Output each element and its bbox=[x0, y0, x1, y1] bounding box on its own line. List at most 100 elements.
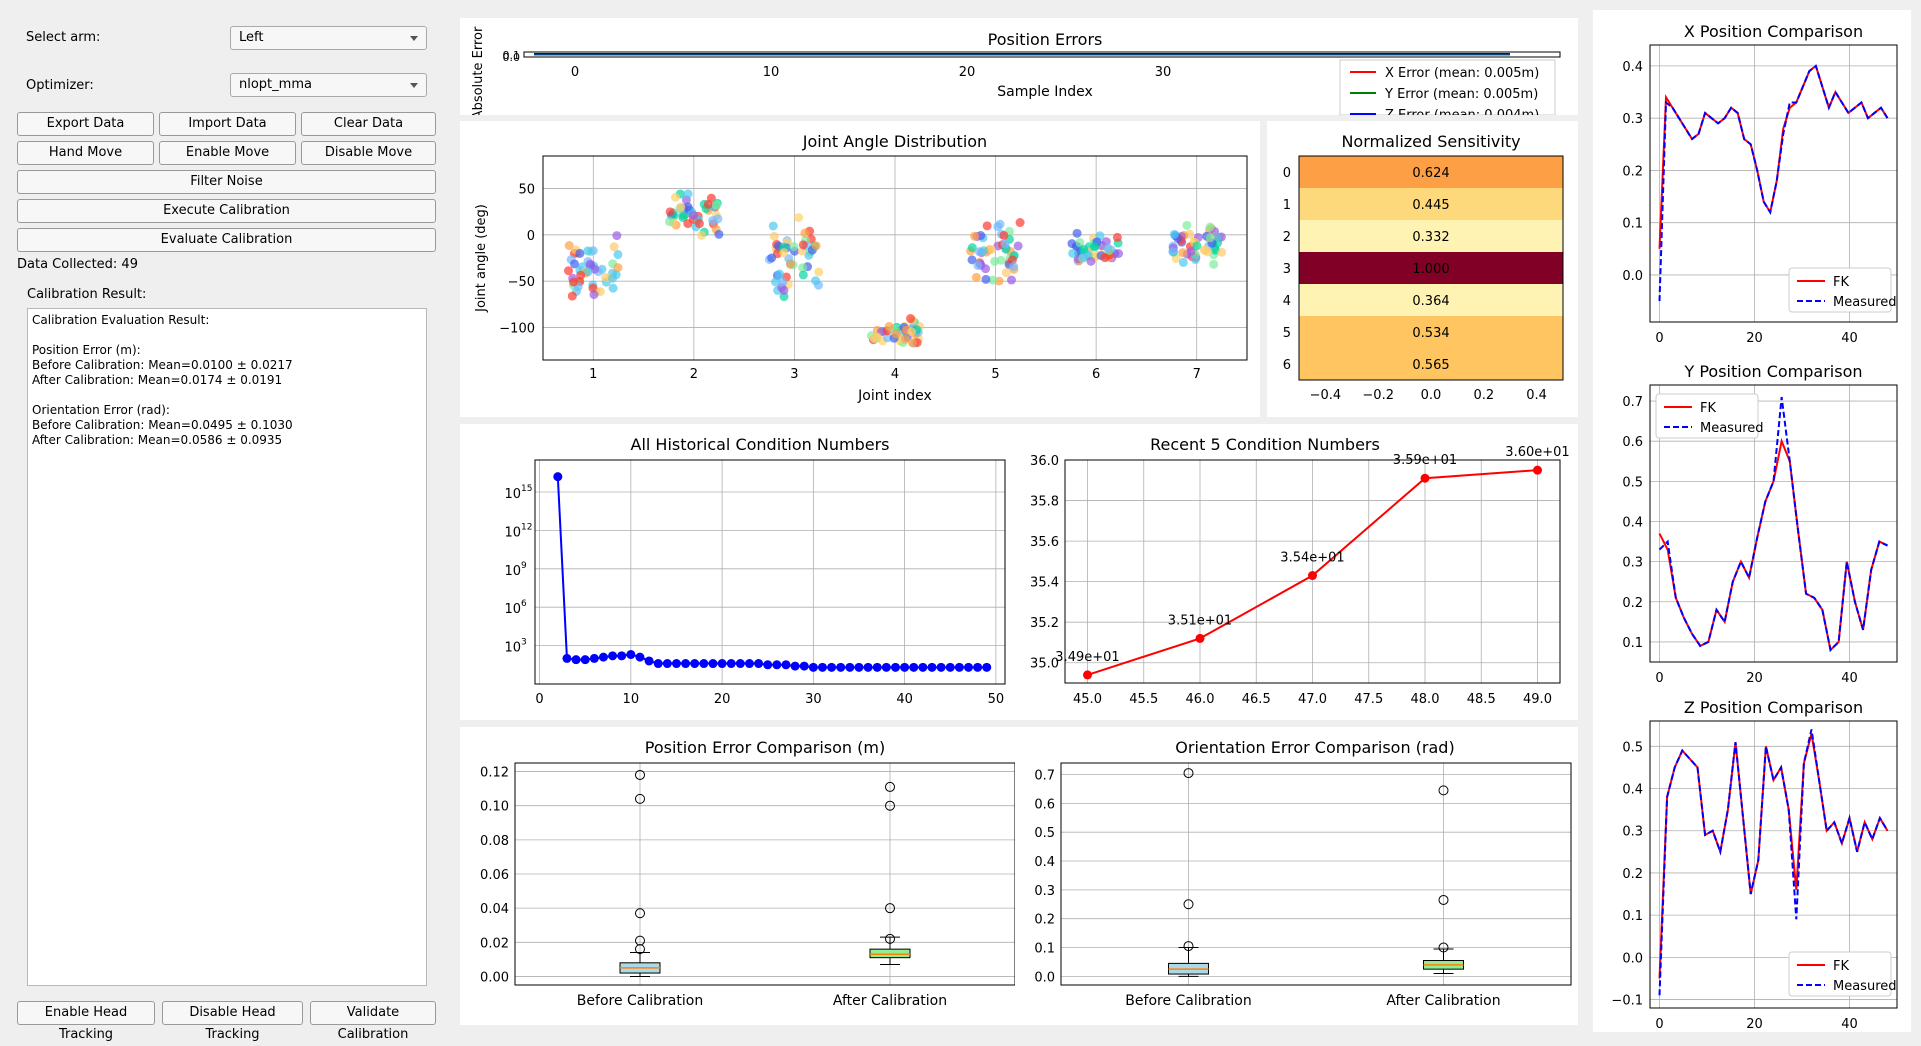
data-point bbox=[779, 285, 789, 295]
disable-move-button[interactable]: Disable Move bbox=[301, 141, 436, 165]
plot-frame bbox=[534, 459, 1006, 685]
data-point bbox=[798, 240, 808, 250]
data-point bbox=[891, 329, 901, 339]
plot-frame bbox=[1649, 44, 1898, 323]
result-line: Before Calibration: Mean=0.0100 ± 0.0217 bbox=[32, 358, 293, 372]
import-data-button[interactable]: Import Data bbox=[159, 112, 296, 136]
result-line: Before Calibration: Mean=0.0495 ± 0.1030 bbox=[32, 418, 293, 432]
y-tick-exponent: 3 bbox=[521, 638, 527, 648]
series-line bbox=[556, 476, 987, 669]
data-point bbox=[1083, 670, 1092, 680]
x-tick-label: 20 bbox=[714, 692, 731, 707]
x-tick-label: 30 bbox=[805, 692, 822, 707]
filter-noise-button[interactable]: Filter Noise bbox=[17, 170, 436, 194]
data-point bbox=[713, 214, 723, 224]
enable-head-tracking-button[interactable]: Enable Head Tracking bbox=[17, 1001, 155, 1042]
x-tick-label: 45.5 bbox=[1129, 692, 1158, 707]
export-data-button[interactable]: Export Data bbox=[17, 112, 154, 136]
y-tick-exponent: 6 bbox=[521, 599, 527, 609]
data-point bbox=[900, 334, 910, 344]
y-tick-label: 35.6 bbox=[1030, 535, 1059, 550]
data-point bbox=[626, 650, 636, 660]
x-tick-label: 47.0 bbox=[1298, 692, 1327, 707]
x-tick-label: Before Calibration bbox=[577, 993, 703, 1009]
result-line: After Calibration: Mean=0.0586 ± 0.0935 bbox=[32, 433, 283, 447]
joint-angle-panel: Joint Angle Distribution 1 2 3 4 5 6 7 50 0 −50 −10… bbox=[460, 121, 1260, 417]
disable-head-tracking-button[interactable]: Disable Head Tracking bbox=[162, 1001, 303, 1042]
data-point bbox=[981, 274, 991, 284]
x-tick-label: 0.0 bbox=[1421, 388, 1442, 403]
data-point bbox=[635, 652, 645, 662]
data-point bbox=[676, 202, 686, 212]
x-tick-label: 4 bbox=[891, 367, 899, 382]
data-point bbox=[585, 259, 595, 269]
measured-line bbox=[1658, 729, 1889, 996]
data-label: 3.51e+01 bbox=[1168, 613, 1232, 628]
x-tick-label: 20 bbox=[1746, 671, 1763, 686]
clear-data-button[interactable]: Clear Data bbox=[301, 112, 436, 136]
data-point bbox=[662, 659, 672, 669]
execute-calibration-button[interactable]: Execute Calibration bbox=[17, 199, 436, 223]
outlier-point bbox=[635, 908, 645, 919]
result-line: Orientation Error (rad): bbox=[32, 403, 170, 417]
x-tick-label: 10 bbox=[623, 692, 640, 707]
validate-calibration-button[interactable]: Validate Calibration bbox=[310, 1001, 436, 1042]
y-tick-label: 6 bbox=[1283, 358, 1291, 373]
data-point bbox=[763, 660, 773, 670]
data-point bbox=[609, 242, 619, 252]
y-tick-label: 10 bbox=[504, 525, 521, 540]
hand-move-button[interactable]: Hand Move bbox=[17, 141, 154, 165]
plot-frame bbox=[1649, 384, 1898, 663]
y-tick-label: 0.4 bbox=[1622, 60, 1643, 75]
x-tick-label: 0 bbox=[1655, 331, 1663, 346]
data-point bbox=[562, 653, 572, 663]
y-tick-label: 0.5 bbox=[1622, 475, 1643, 490]
x-tick-label: After Calibration bbox=[833, 993, 947, 1009]
y-tick-label: 0.2 bbox=[1034, 913, 1055, 928]
cell-value: 0.624 bbox=[1412, 166, 1449, 181]
x-tick-label: 3 bbox=[790, 367, 798, 382]
y-tick-label: 36.0 bbox=[1030, 454, 1059, 469]
x-tick-label: 0 bbox=[1655, 671, 1663, 686]
data-point bbox=[576, 270, 586, 280]
data-point bbox=[854, 662, 864, 672]
data-point bbox=[800, 228, 810, 238]
data-point bbox=[900, 662, 910, 672]
chevron-down-icon bbox=[410, 83, 418, 88]
data-point bbox=[568, 277, 578, 287]
data-point bbox=[553, 472, 563, 482]
data-point bbox=[612, 231, 622, 241]
legend-box bbox=[1655, 393, 1759, 439]
y-tick-label: 35.8 bbox=[1030, 495, 1059, 510]
chart-title: Orientation Error Comparison (rad) bbox=[1175, 738, 1454, 757]
data-label: 3.49e+01 bbox=[1055, 650, 1119, 665]
enable-move-button[interactable]: Enable Move bbox=[159, 141, 296, 165]
heatmap-cell bbox=[1299, 252, 1563, 284]
data-point bbox=[798, 263, 808, 273]
x-tick-label: 20 bbox=[1746, 331, 1763, 346]
result-line: After Calibration: Mean=0.0174 ± 0.0191 bbox=[32, 373, 283, 387]
data-point bbox=[583, 267, 593, 277]
x-tick-label: −0.4 bbox=[1310, 388, 1342, 403]
y-tick-label: 0.3 bbox=[1622, 556, 1643, 571]
x-tick-label: 0 bbox=[1655, 1017, 1663, 1032]
optimizer-dropdown[interactable]: nlopt_mma bbox=[230, 73, 427, 97]
y-tick-label: 0.1 bbox=[1622, 217, 1643, 232]
calibration-result-textbox[interactable]: Calibration Evaluation Result: Position E… bbox=[27, 308, 427, 986]
data-point bbox=[811, 241, 821, 251]
data-point bbox=[1205, 233, 1215, 243]
position-errors-panel: Position Errors Sample Index Absolute Erro… bbox=[460, 18, 1578, 123]
orientation-error-comparison-chart: Orientation Error Comparison (rad) Before… bbox=[1034, 738, 1572, 1009]
x-tick-label: 0 bbox=[535, 692, 543, 707]
data-point bbox=[988, 275, 998, 285]
select-arm-dropdown[interactable]: Left bbox=[230, 26, 427, 50]
data-point bbox=[1533, 465, 1542, 475]
data-point bbox=[608, 283, 618, 293]
measured-line bbox=[1658, 396, 1888, 652]
y-tick-label: 2 bbox=[1283, 230, 1291, 245]
data-point bbox=[882, 333, 892, 343]
legend-entry: FK bbox=[1833, 959, 1849, 974]
evaluate-calibration-button[interactable]: Evaluate Calibration bbox=[17, 228, 436, 252]
data-point bbox=[1190, 255, 1200, 265]
joint-angle-distribution-chart: Joint Angle Distribution 1 2 3 4 5 6 7 50 0 −50 −10… bbox=[474, 132, 1248, 404]
